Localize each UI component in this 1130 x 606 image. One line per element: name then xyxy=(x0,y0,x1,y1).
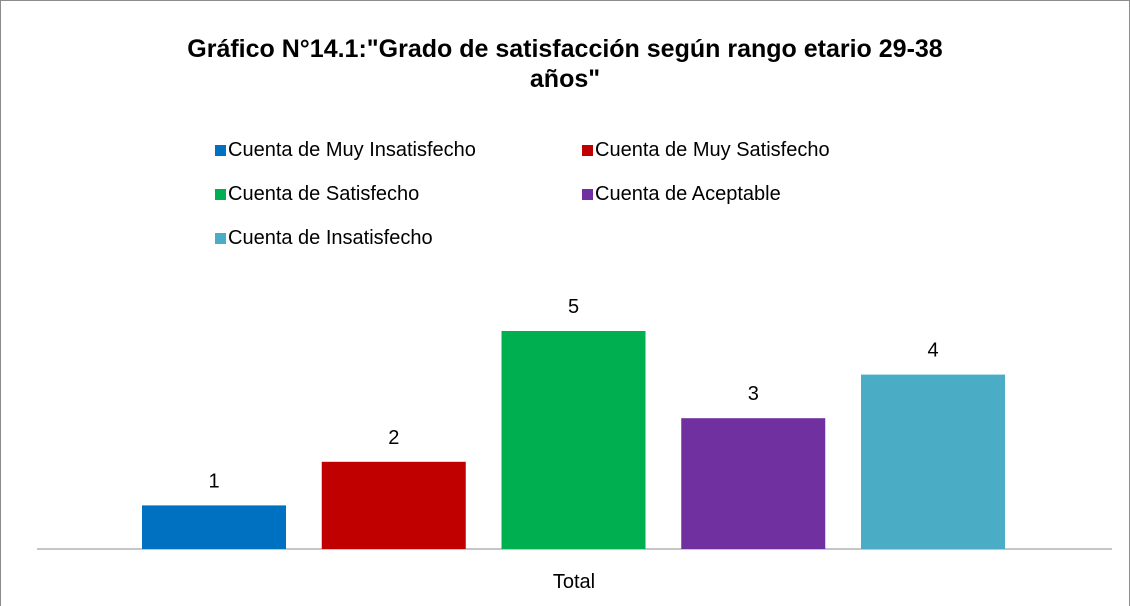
bar xyxy=(501,331,646,549)
legend-swatch xyxy=(215,233,226,244)
chart-title: Gráfico N°14.1:"Grado de satisfacción se… xyxy=(187,35,943,93)
data-label: 4 xyxy=(927,340,938,362)
bar xyxy=(142,505,286,549)
legend-label: Cuenta de Satisfecho xyxy=(228,183,420,205)
legend-label: Cuenta de Insatisfecho xyxy=(228,227,433,249)
bar xyxy=(681,418,826,549)
legend-label: Cuenta de Muy Satisfecho xyxy=(595,139,830,161)
data-label: 1 xyxy=(208,470,219,492)
bar xyxy=(861,374,1005,549)
data-label: 3 xyxy=(748,383,759,405)
legend-swatch xyxy=(582,145,593,156)
legend-label: Cuenta de Muy Insatisfecho xyxy=(228,139,476,161)
data-label: 2 xyxy=(388,427,399,449)
legend-item: Cuenta de Satisfecho xyxy=(215,182,419,206)
legend-item: Cuenta de Insatisfecho xyxy=(215,226,433,250)
legend-item: Cuenta de Aceptable xyxy=(582,182,781,206)
data-label: 5 xyxy=(568,296,579,318)
bar xyxy=(321,461,466,549)
legend-item: Cuenta de Muy Insatisfecho xyxy=(215,138,476,162)
legend-swatch xyxy=(582,189,593,200)
legend-swatch xyxy=(215,145,226,156)
legend-item: Cuenta de Muy Satisfecho xyxy=(582,138,830,162)
legend-label: Cuenta de Aceptable xyxy=(595,183,781,205)
x-tick-label: Total xyxy=(553,571,595,593)
legend-swatch xyxy=(215,189,226,200)
